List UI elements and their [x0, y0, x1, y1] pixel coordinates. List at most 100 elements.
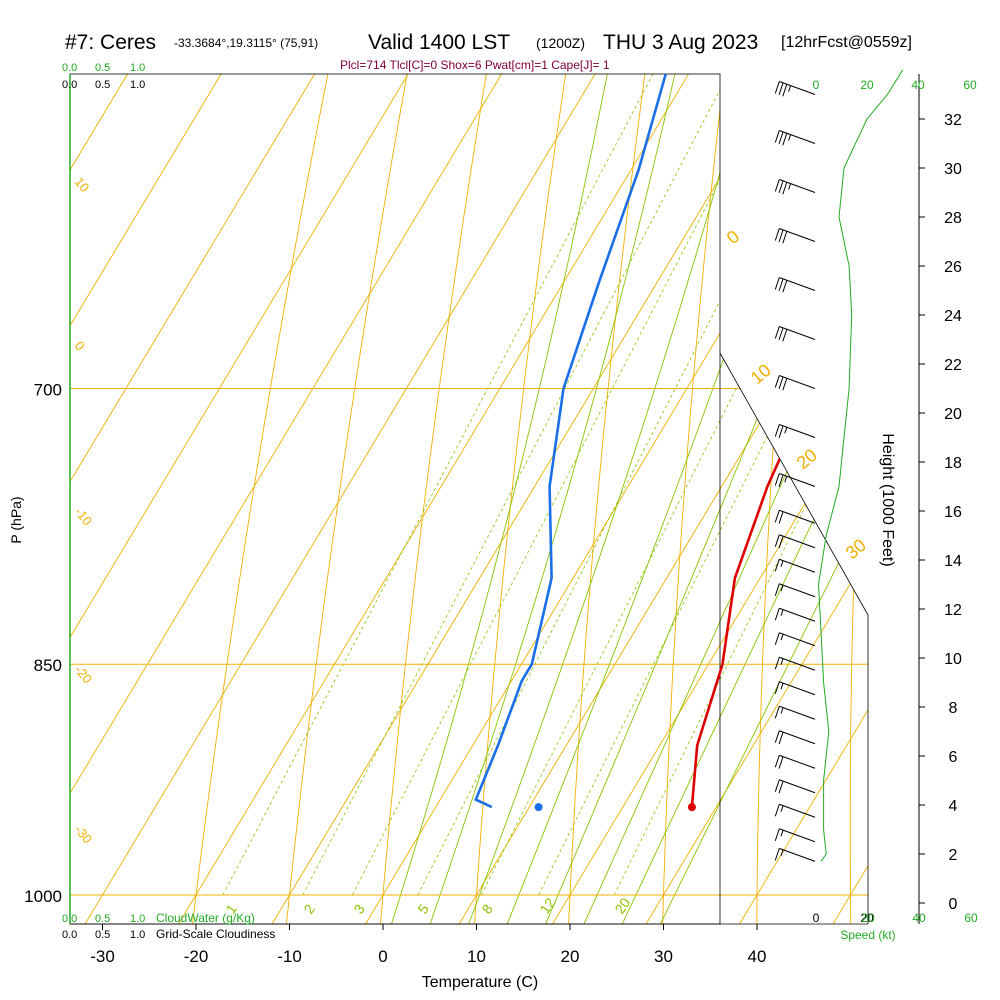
moist-adiabat-line	[565, 74, 868, 924]
height-tick-label: 4	[949, 798, 958, 815]
height-tick-label: 6	[949, 749, 958, 766]
wind-barb-half	[780, 805, 784, 812]
height-tick-label: 32	[944, 112, 962, 129]
cloud-scale-bottom-green: 0.5	[95, 913, 110, 925]
cloudiness-label: Grid-Scale Cloudiness	[156, 927, 275, 941]
temperature-tick-label: 30	[654, 947, 673, 966]
wind-barb-staff	[779, 473, 816, 487]
isotherm-label: 20	[793, 445, 821, 473]
height-tick-label: 8	[949, 700, 958, 717]
wind-barb-flag	[774, 510, 780, 523]
valid-time: Valid 1400 LST	[368, 31, 511, 54]
height-tick-label: 16	[944, 504, 962, 521]
cloud-scale-top-black: 0.0	[62, 79, 77, 91]
wind-barb-flag	[778, 425, 784, 439]
wind-barb-half	[780, 849, 784, 856]
wind-barb-flag	[774, 534, 780, 547]
wind-panel	[774, 69, 904, 862]
wind-barb-staff	[779, 803, 816, 818]
wind-barb-flag	[774, 228, 780, 241]
speed-profile-line	[817, 69, 904, 862]
wind-barb-half	[784, 427, 788, 434]
wind-barb-half	[780, 609, 784, 616]
height-tick-label: 2	[949, 847, 958, 864]
speed-bottom-tick-green: 40	[912, 911, 926, 925]
height-tick-label: 30	[944, 161, 962, 178]
wind-barb-flag	[782, 182, 788, 195]
dry-adiabat-line	[471, 74, 806, 924]
utc-time: (1200Z)	[536, 35, 586, 51]
isotherm-line	[621, 74, 868, 924]
pressure-tick-label: 700	[34, 381, 62, 400]
wind-barb-flag	[782, 231, 788, 244]
wind-barb-half	[780, 560, 784, 567]
height-tick-label: 28	[944, 210, 962, 227]
wind-barb-flag	[778, 511, 784, 524]
height-tick-label: 0	[949, 896, 958, 913]
speed-bottom-tick-green: 20	[861, 911, 875, 925]
mixing-ratio-line	[417, 74, 868, 896]
wind-barb-flag	[782, 133, 788, 146]
moist-adiabat-line	[415, 74, 868, 924]
wind-barb-flag	[774, 179, 780, 192]
dry-adiabat-label: -20	[72, 662, 96, 686]
isotherm-line	[70, 74, 868, 924]
wind-barb-half	[788, 85, 792, 92]
wind-barb-flag	[778, 180, 784, 194]
mixing-ratio-line	[351, 74, 868, 896]
dry-adiabat-line	[661, 74, 868, 924]
wind-barb-staff	[779, 779, 816, 794]
wind-barb-flag	[774, 779, 780, 792]
dry-adiabat-line	[941, 0, 1000, 964]
height-tick-label: 24	[944, 308, 962, 325]
wind-barb-flag	[778, 278, 784, 292]
sounding-parameters: Plcl=714 Tlcl[C]=0 Shox=6 Pwat[cm]=1 Cap…	[340, 58, 610, 72]
temperature-tick-label: -30	[90, 947, 115, 966]
wind-barb-flag	[774, 804, 780, 817]
temperature-trace	[690, 74, 868, 808]
wind-barb-staff	[779, 847, 816, 862]
wind-barb-half	[780, 633, 784, 641]
dry-adiabat-label: 10	[72, 174, 93, 195]
wind-barb-flag	[774, 375, 780, 388]
wind-barb-flag	[774, 583, 780, 596]
wind-barb-staff	[779, 828, 816, 843]
cloud-scale-bottom-black: 1.0	[130, 929, 145, 941]
wind-barb-half	[788, 134, 792, 141]
isotherm-line	[902, 0, 1000, 964]
speed-bottom-tick-green: 60	[964, 911, 978, 925]
wind-barb-flag	[778, 229, 784, 243]
wind-barb-flag	[778, 82, 784, 96]
wind-barb-flag	[774, 848, 780, 861]
isotherm-line	[528, 74, 868, 924]
mixing-ratio-label: 8	[478, 901, 496, 917]
wind-barb-staff	[779, 730, 816, 745]
wind-barb-flag	[774, 755, 780, 768]
isotherm-label: 30	[842, 535, 870, 563]
cloud-scale-top-black: 1.0	[130, 79, 145, 91]
wind-barb-flag	[778, 474, 784, 488]
speed-top-tick: 60	[963, 78, 977, 92]
wind-barb-half	[780, 584, 784, 592]
wind-barb-flag	[774, 706, 780, 719]
mixing-ratio-label: 3	[350, 901, 368, 917]
moist-adiabat-line	[378, 74, 855, 924]
wind-barb-flag	[774, 608, 780, 621]
isotherm-line	[70, 74, 868, 924]
temperature-tick-label: 0	[378, 947, 387, 966]
cloud-scale-bottom-black: 0.0	[62, 929, 77, 941]
wind-barb-half	[780, 829, 784, 837]
height-tick-label: 10	[944, 651, 962, 668]
temperature-tick-label: 10	[467, 947, 486, 966]
pressure-tick-label: 1000	[24, 887, 62, 906]
wind-barb-staff	[779, 632, 816, 647]
isotherm-line	[434, 74, 868, 924]
wind-barb-flag	[778, 731, 784, 745]
wind-barb-staff	[779, 130, 816, 144]
wind-barb-flag	[774, 681, 780, 694]
speed-top-tick: 0	[813, 78, 820, 92]
dewpoint-surface-point	[534, 803, 543, 812]
wind-barb-staff	[779, 81, 816, 95]
mixing-ratio-label: 12	[536, 895, 558, 917]
